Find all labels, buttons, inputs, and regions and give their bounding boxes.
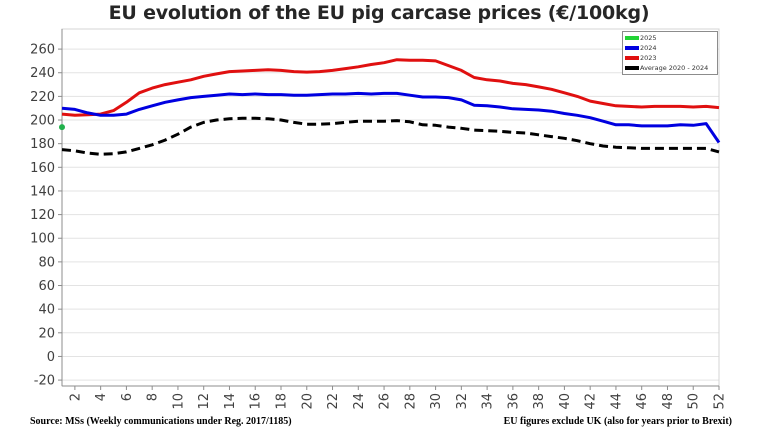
x-tick-label: 12	[197, 393, 212, 410]
chart-title: EU evolution of the EU pig carcase price…	[108, 2, 650, 24]
x-tick-label: 28	[403, 393, 418, 410]
x-tick-label: 16	[249, 393, 264, 410]
x-tick-label: 14	[223, 393, 238, 410]
x-tick-label: 38	[532, 393, 547, 410]
x-tick-label: 8	[146, 393, 161, 401]
y-tick-label: 240	[30, 66, 55, 81]
x-tick-label: 30	[429, 393, 444, 410]
y-tick-label: 0	[47, 350, 55, 365]
x-tick-label: 46	[635, 393, 650, 410]
legend-item-2023: 2023	[625, 53, 657, 63]
y-tick-label: 140	[30, 184, 55, 199]
series-2023-line	[61, 58, 720, 117]
x-tick-label: 48	[661, 393, 676, 410]
legend-item-2025: 2025	[625, 33, 657, 43]
y-tick-label: 160	[30, 161, 55, 176]
y-tick-label: 200	[30, 114, 55, 129]
legend-swatch-average	[625, 66, 639, 70]
x-tick-label: 22	[326, 393, 341, 410]
x-tick-label: 18	[275, 393, 290, 410]
uk-exclusion-note: EU figures exclude UK (also for years pr…	[503, 416, 732, 427]
y-tick-label: 100	[30, 232, 55, 247]
legend-label: 2025	[640, 34, 657, 42]
x-tick-label: 10	[171, 393, 186, 410]
x-tick-label: 34	[481, 393, 496, 410]
legend-label: 2023	[640, 54, 657, 62]
series-2024-line	[61, 91, 721, 144]
x-tick-label: 6	[120, 393, 135, 401]
legend-item-2024: 2024	[625, 43, 657, 53]
x-tick-label: 32	[455, 393, 470, 410]
y-tick-label: 40	[38, 303, 55, 318]
gridlines	[62, 48, 719, 381]
legend-label: Average 2020 - 2024	[640, 64, 709, 72]
x-tick-label: 44	[609, 393, 624, 410]
y-tick-label: 120	[30, 208, 55, 223]
x-tick-label: 50	[687, 393, 702, 410]
x-tick-labels: 2 4 6 8 10 12 14 16 18 20 22 24 26 28 30 32 34 36 38 40 42 44…	[68, 386, 728, 410]
legend-swatch-2023	[625, 56, 639, 60]
x-tick-label: 52	[713, 393, 728, 410]
x-tick-label: 2	[68, 393, 83, 401]
y-tick-label: 260	[30, 43, 55, 58]
y-tick-label: 80	[38, 255, 55, 270]
y-tick-labels: -20 0 20 40 60 80 100 120 140 160 180 200 220 240 260	[30, 43, 62, 389]
legend-swatch-2025	[625, 36, 639, 40]
y-tick-label: -20	[34, 374, 55, 389]
y-tick-label: 180	[30, 137, 55, 152]
series-average-2020-2024-line	[61, 116, 720, 156]
series-2025-point	[59, 124, 65, 131]
y-tick-label: 60	[38, 279, 55, 294]
legend: 2025 2024 2023 Average 2020 - 2024	[622, 31, 718, 75]
series-lines	[59, 58, 721, 156]
x-tick-label: 20	[300, 393, 315, 410]
legend-item-average: Average 2020 - 2024	[625, 63, 708, 73]
x-tick-label: 40	[558, 393, 573, 410]
x-tick-label: 24	[352, 393, 367, 410]
legend-swatch-2024	[625, 46, 639, 50]
x-tick-label: 42	[584, 393, 599, 410]
legend-label: 2024	[640, 44, 657, 52]
x-tick-label: 36	[506, 393, 521, 410]
source-note: Source: MSs (Weekly communications under…	[30, 416, 292, 427]
x-tick-label: 26	[378, 393, 393, 410]
y-tick-label: 20	[38, 326, 55, 341]
y-tick-label: 220	[30, 90, 55, 105]
x-tick-label: 4	[94, 393, 109, 401]
